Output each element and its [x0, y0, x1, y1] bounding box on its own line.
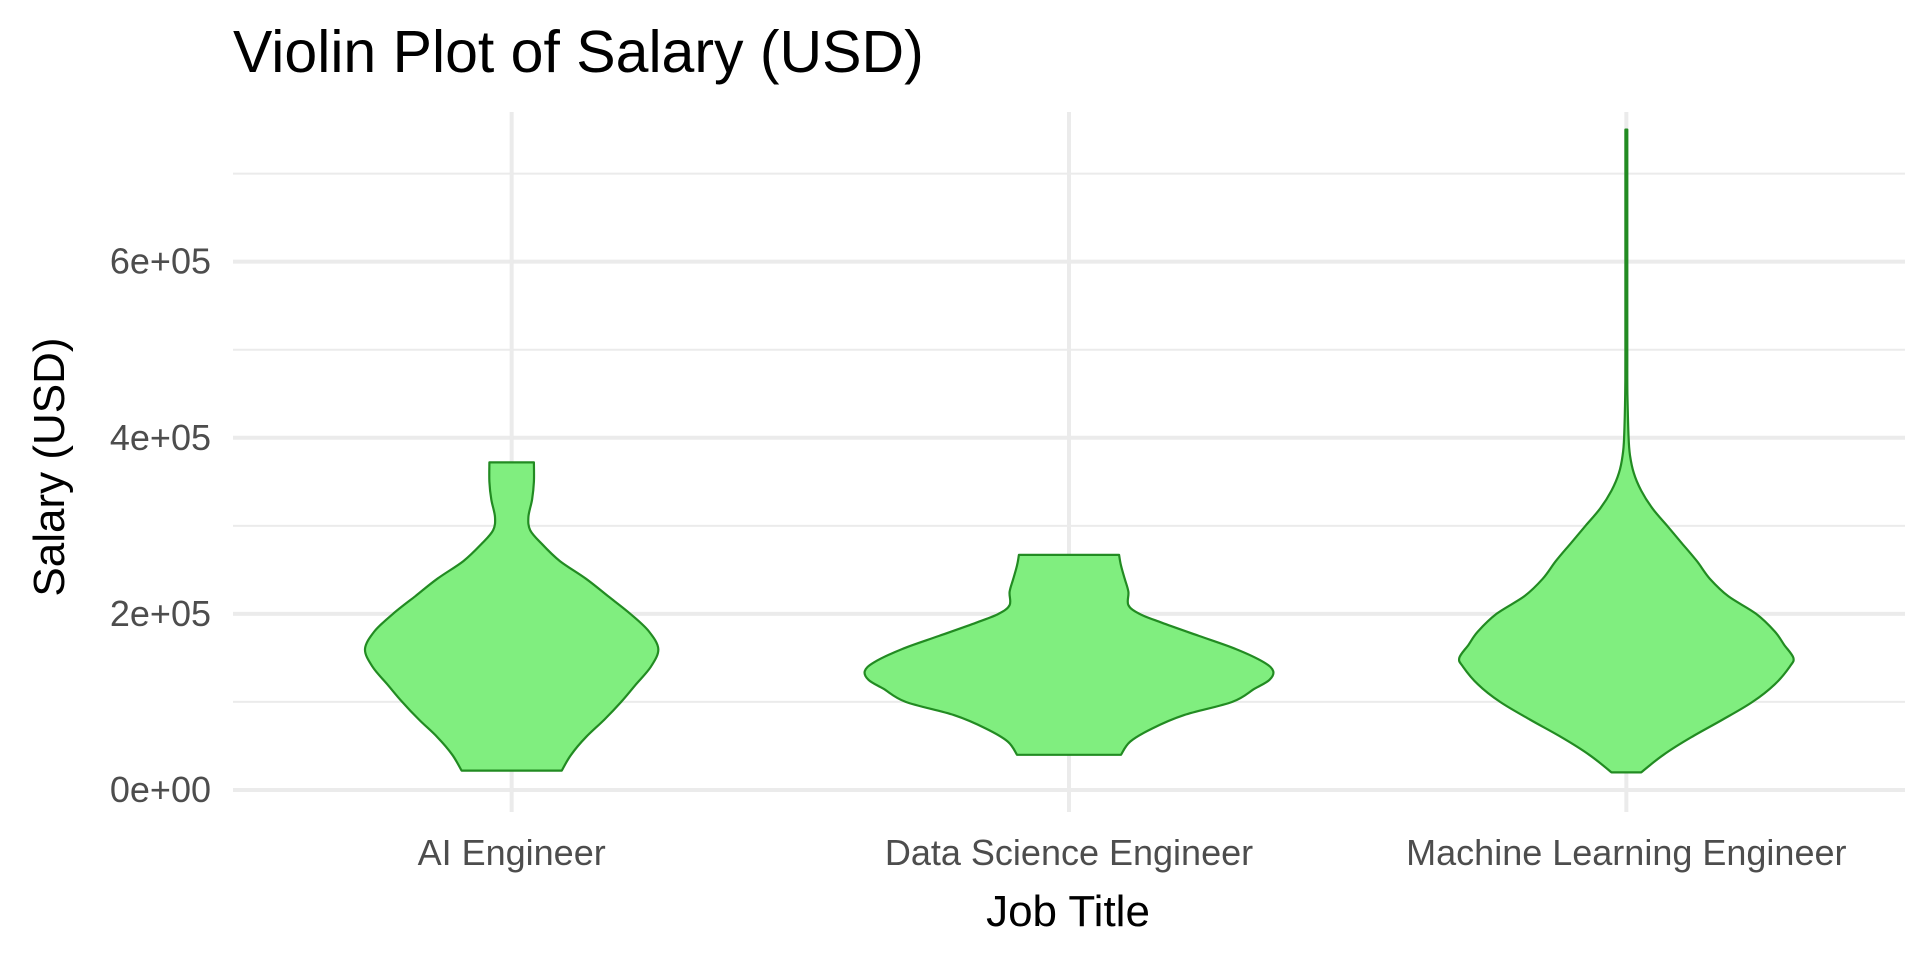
violin-machine-learning-engineer: [1457, 128, 1795, 774]
y-tick-label: 6e+05: [110, 241, 211, 282]
y-axis-title: Salary (USD): [25, 337, 74, 596]
violin-data-science-engineer: [863, 553, 1275, 756]
x-tick-label: AI Engineer: [418, 832, 606, 873]
chart-title: Violin Plot of Salary (USD): [233, 19, 924, 85]
violin-ai-engineer: [363, 461, 660, 772]
x-tick-label: Machine Learning Engineer: [1406, 832, 1846, 873]
tick-layer: 0e+00 2e+05 4e+05 6e+05 AI Engineer Data Scie…: [110, 241, 1847, 873]
x-tick-label: Data Science Engineer: [885, 832, 1253, 873]
x-axis-title: Job Title: [986, 887, 1150, 936]
violin-layer: [363, 128, 1795, 774]
y-tick-label: 4e+05: [110, 417, 211, 458]
y-tick-label: 0e+00: [110, 769, 211, 810]
y-tick-label: 2e+05: [110, 593, 211, 634]
